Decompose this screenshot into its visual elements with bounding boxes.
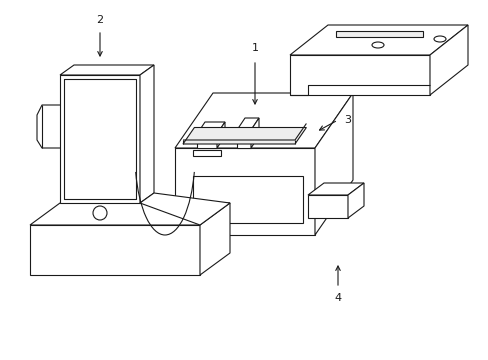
Polygon shape	[289, 55, 429, 95]
Polygon shape	[197, 122, 224, 134]
Polygon shape	[307, 183, 363, 195]
Polygon shape	[429, 25, 467, 95]
Polygon shape	[140, 65, 154, 203]
Polygon shape	[193, 176, 303, 223]
Polygon shape	[335, 31, 422, 37]
Polygon shape	[197, 134, 217, 148]
Text: 4: 4	[334, 293, 341, 303]
Text: 1: 1	[251, 43, 258, 53]
Polygon shape	[314, 93, 352, 235]
Polygon shape	[60, 65, 154, 75]
Ellipse shape	[371, 42, 383, 48]
Circle shape	[93, 206, 107, 220]
Polygon shape	[140, 193, 229, 225]
Polygon shape	[250, 118, 259, 148]
Polygon shape	[307, 195, 347, 218]
Polygon shape	[175, 148, 314, 235]
Polygon shape	[60, 75, 140, 203]
Polygon shape	[347, 183, 363, 218]
Text: 2: 2	[96, 15, 103, 25]
Ellipse shape	[433, 36, 445, 42]
Polygon shape	[175, 93, 352, 148]
Polygon shape	[237, 130, 250, 148]
Polygon shape	[30, 203, 229, 225]
Polygon shape	[183, 127, 306, 144]
Polygon shape	[193, 150, 221, 156]
Text: 3: 3	[344, 115, 351, 125]
Polygon shape	[30, 225, 200, 275]
Polygon shape	[200, 203, 229, 275]
Polygon shape	[289, 25, 467, 55]
Polygon shape	[217, 122, 224, 148]
Polygon shape	[237, 118, 259, 130]
